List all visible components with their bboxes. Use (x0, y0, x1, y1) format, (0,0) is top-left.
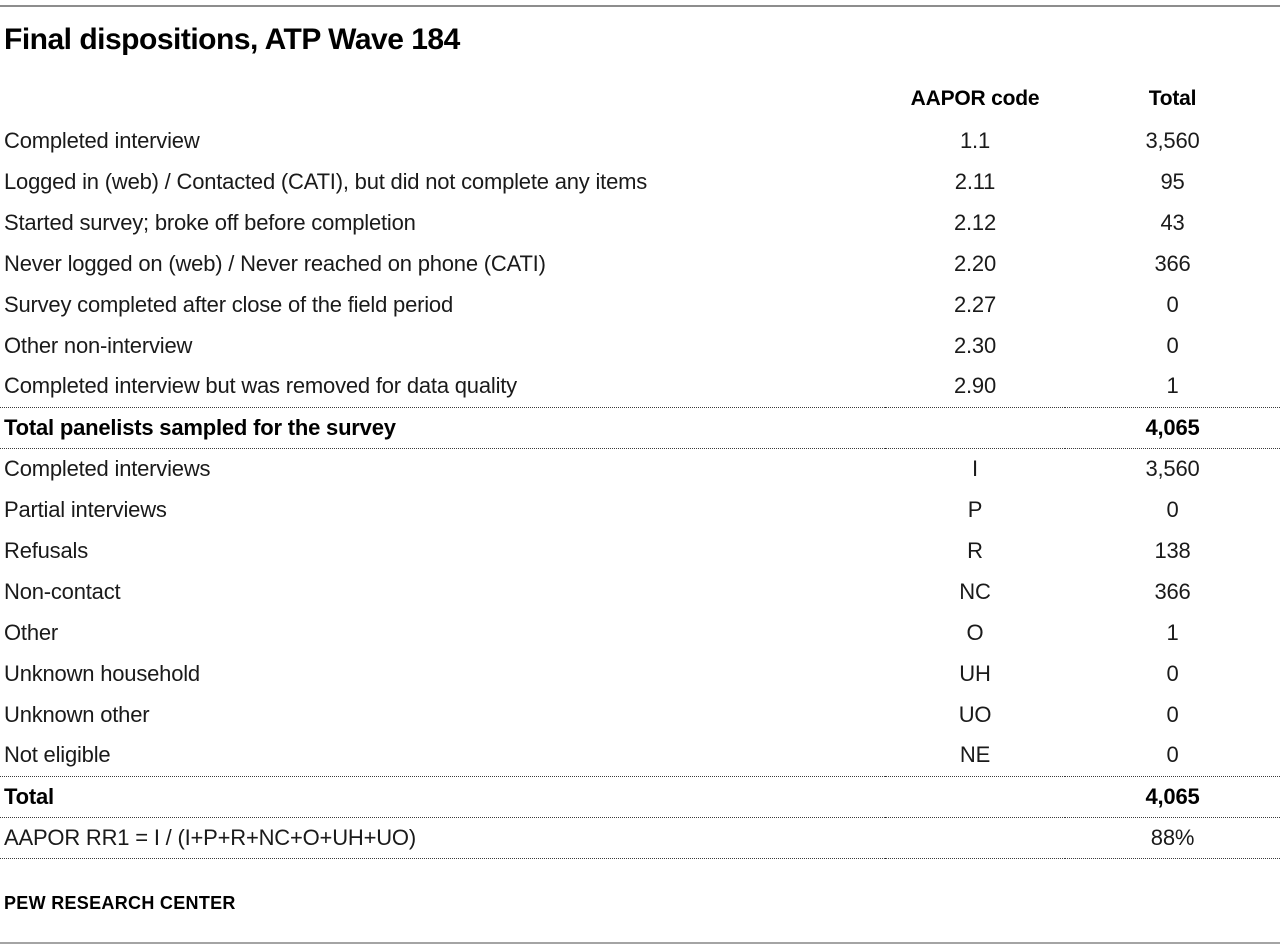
table-row: Never logged on (web) / Never reached on… (0, 243, 1280, 284)
row-aapor-code: 2.27 (953, 291, 997, 317)
final-dispositions-table: AAPOR code Total Completed interview 1.1 3… (0, 78, 1280, 859)
table-title: Final dispositions, ATP Wave 184 (4, 23, 460, 56)
table-row: Logged in (web) / Contacted (CATI), but … (0, 161, 1280, 202)
row-label: Refusals (4, 537, 88, 563)
disposition-column-header (0, 78, 885, 120)
table-row: Partial interviews P 0 (0, 489, 1280, 530)
row-aapor-code: 1.1 (960, 127, 990, 153)
row-label: Partial interviews (4, 496, 167, 522)
row-total: 3,560 (1145, 455, 1200, 481)
row-total: 138 (1154, 537, 1191, 563)
top-rule (0, 5, 1280, 7)
bottom-rule (0, 942, 1280, 944)
row-label: AAPOR RR1 = I / (I+P+R+NC+O+UH+UO) (0, 817, 885, 859)
table-row: Other non-interview 2.30 0 (0, 325, 1280, 366)
table-row: AAPOR RR1 = I / (I+P+R+NC+O+UH+UO) 88% (0, 817, 1280, 859)
total-column-header: Total (1148, 87, 1197, 110)
row-aapor-code (885, 817, 1065, 859)
row-aapor-code: 2.11 (954, 168, 996, 194)
row-label: Survey completed after close of the fiel… (4, 291, 453, 317)
row-aapor-code: UH (959, 660, 991, 686)
row-total: 95 (1160, 168, 1185, 194)
row-total: 1 (1166, 619, 1179, 645)
row-total: 366 (1154, 250, 1191, 276)
table-row: Started survey; broke off before complet… (0, 202, 1280, 243)
table-row: Unknown other UO 0 (0, 694, 1280, 735)
row-label: Total (0, 775, 885, 818)
row-label: Non-contact (4, 578, 121, 604)
row-total: 366 (1154, 578, 1191, 604)
row-aapor-code (885, 775, 1065, 818)
table-header-row: AAPOR code Total (0, 78, 1280, 120)
row-aapor-code: NC (959, 578, 991, 604)
table-row: Total panelists sampled for the survey 4,… (0, 406, 1280, 449)
row-label: Not eligible (4, 742, 111, 768)
row-total: 0 (1166, 742, 1179, 768)
row-aapor-code: R (967, 537, 983, 563)
row-label: Other (4, 619, 59, 645)
row-aapor-code: P (967, 496, 983, 522)
table-row: Completed interview but was removed for … (0, 366, 1280, 407)
row-total: 43 (1160, 209, 1185, 235)
row-label: Completed interviews (4, 455, 211, 481)
table-row: Not eligible NE 0 (0, 735, 1280, 776)
table-row: Other O 1 (0, 612, 1280, 653)
row-aapor-code: UO (958, 701, 992, 727)
row-aapor-code: NE (959, 742, 991, 768)
row-total: 1 (1166, 373, 1179, 399)
row-label: Total panelists sampled for the survey (0, 406, 885, 449)
row-aapor-code: O (966, 619, 984, 645)
row-total: 0 (1166, 701, 1179, 727)
row-total: 88% (1065, 817, 1280, 859)
row-total: 0 (1166, 660, 1179, 686)
table-row: Completed interviews I 3,560 (0, 448, 1280, 489)
row-total: 0 (1166, 291, 1179, 317)
row-label: Never logged on (web) / Never reached on… (4, 250, 546, 276)
row-label: Logged in (web) / Contacted (CATI), but … (4, 168, 648, 194)
table-row: Total 4,065 (0, 775, 1280, 818)
table-row: Unknown household UH 0 (0, 653, 1280, 694)
row-label: Started survey; broke off before complet… (4, 209, 416, 235)
row-label: Unknown other (4, 701, 150, 727)
table-row: Survey completed after close of the fiel… (0, 284, 1280, 325)
table-row: Refusals R 138 (0, 530, 1280, 571)
row-label: Completed interview but was removed for … (4, 373, 517, 399)
row-aapor-code: 2.90 (953, 373, 997, 399)
table-row: Non-contact NC 366 (0, 571, 1280, 612)
table-row: Completed interview 1.1 3,560 (0, 120, 1280, 161)
row-total: 0 (1166, 496, 1179, 522)
row-aapor-code: 2.12 (953, 209, 997, 235)
row-aapor-code: I (972, 455, 978, 481)
row-aapor-code: 2.30 (953, 332, 997, 358)
row-total: 3,560 (1145, 127, 1200, 153)
row-label: Unknown household (4, 660, 200, 686)
row-total: 4,065 (1065, 775, 1280, 818)
aapor-code-column-header: AAPOR code (910, 87, 1040, 110)
row-aapor-code (885, 406, 1065, 449)
row-total: 4,065 (1065, 406, 1280, 449)
source-footer: PEW RESEARCH CENTER (4, 893, 236, 913)
row-label: Other non-interview (4, 332, 193, 358)
row-aapor-code: 2.20 (953, 250, 997, 276)
row-label: Completed interview (4, 127, 200, 153)
row-total: 0 (1166, 332, 1179, 358)
